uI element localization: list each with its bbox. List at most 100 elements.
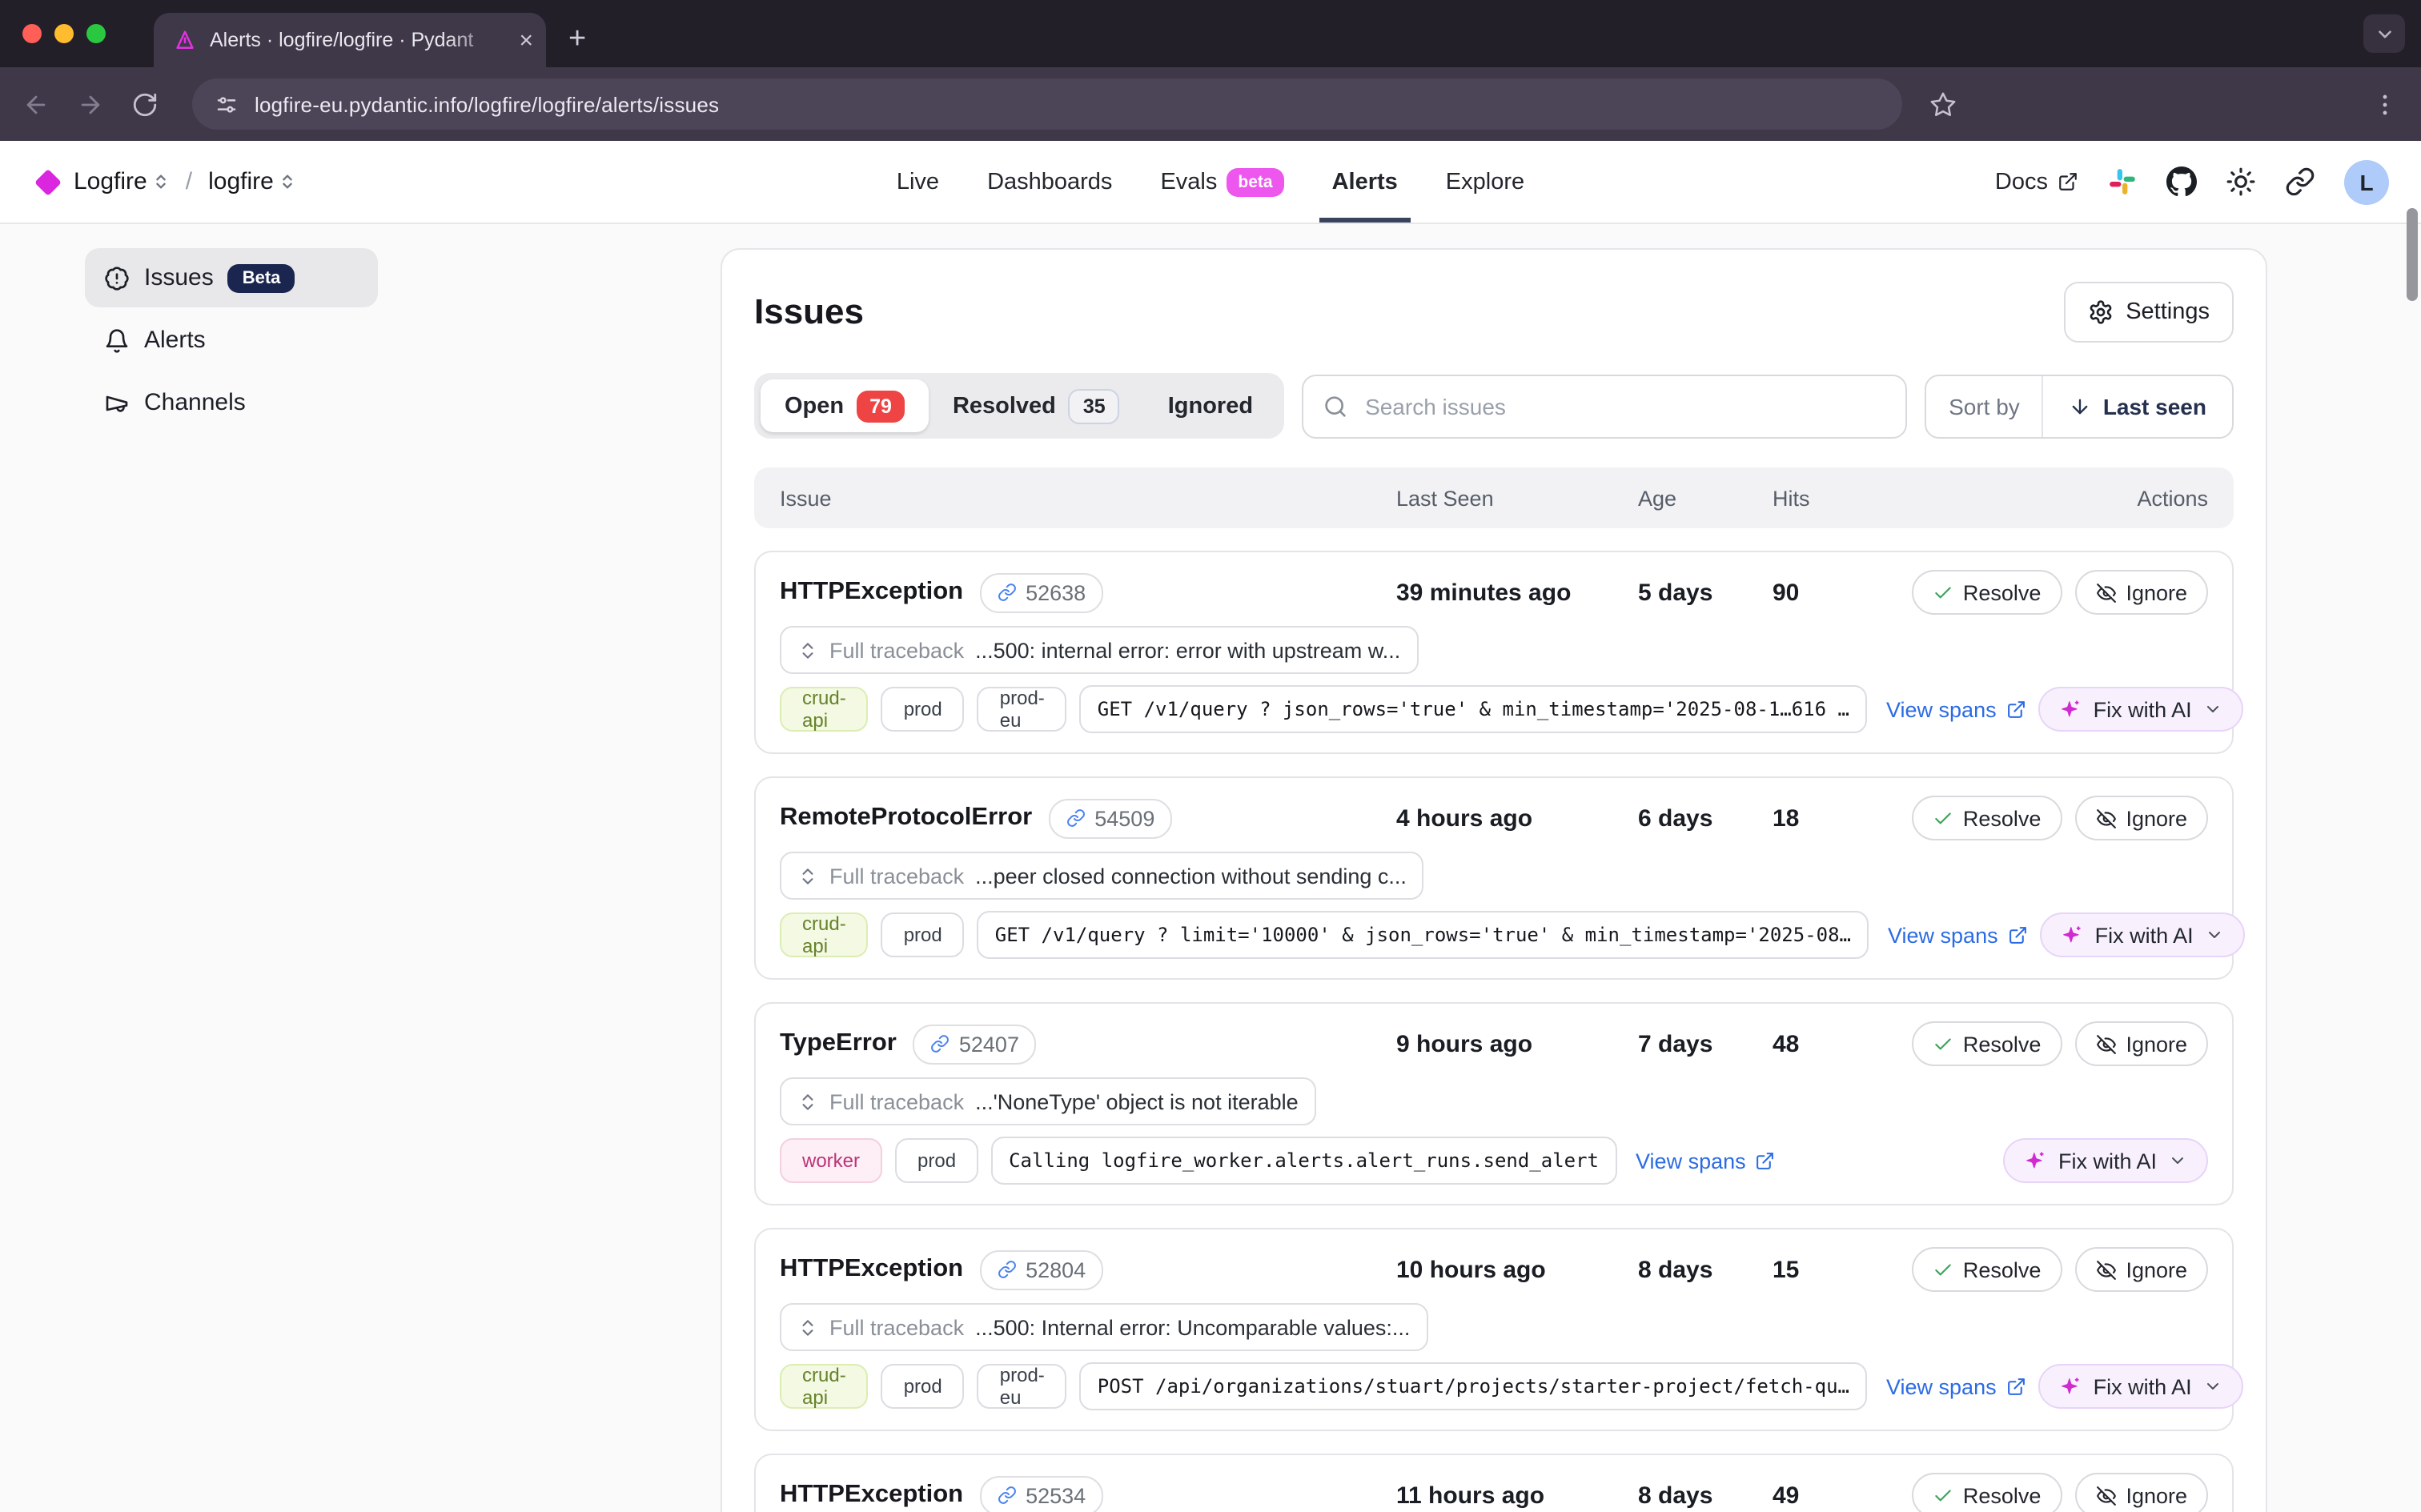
page-scrollbar[interactable] <box>2407 208 2418 301</box>
ignore-button[interactable]: Ignore <box>2074 1473 2208 1512</box>
external-link-icon <box>2006 700 2026 720</box>
tag-prod[interactable]: prod <box>895 1138 979 1183</box>
browser-toolbar: logfire-eu.pydantic.info/logfire/logfire… <box>0 67 2421 141</box>
ignore-label: Ignore <box>2126 1257 2187 1281</box>
tab-open[interactable]: Open 79 <box>761 379 929 432</box>
project-selector[interactable]: logfire <box>208 168 296 195</box>
reload-icon[interactable] <box>131 90 159 118</box>
github-icon[interactable] <box>2166 166 2197 197</box>
sort-control[interactable]: Sort by Last seen <box>1925 374 2234 438</box>
traceback-expander[interactable]: Full traceback ...'NoneType' object is n… <box>780 1077 1316 1125</box>
resolve-button[interactable]: Resolve <box>1911 796 2062 840</box>
docs-link[interactable]: Docs <box>1995 169 2078 195</box>
view-spans-link[interactable]: View spans <box>1888 923 2028 947</box>
browser-menu-icon[interactable] <box>2371 90 2399 118</box>
eye-off-icon <box>2095 1259 2116 1280</box>
traceback-text: ...500: internal error: error with upstr… <box>975 638 1401 662</box>
sidebar-item-channels[interactable]: Channels <box>85 373 378 432</box>
check-icon <box>1933 582 1953 603</box>
tab-close-icon[interactable]: × <box>519 26 533 54</box>
chevron-down-icon <box>2203 1377 2222 1396</box>
issue-code-snippet[interactable]: GET /v1/query ? limit='10000' & json_row… <box>977 911 1869 959</box>
issue-code-snippet[interactable]: POST /api/organizations/stuart/projects/… <box>1079 1362 1867 1410</box>
settings-button[interactable]: Settings <box>2063 282 2234 343</box>
theme-sun-icon[interactable] <box>2226 166 2256 197</box>
search-input[interactable] <box>1362 391 1887 420</box>
view-spans-link[interactable]: View spans <box>1886 1374 2026 1398</box>
issue-id-link[interactable]: 52407 <box>912 1024 1037 1064</box>
tag-worker[interactable]: worker <box>780 1138 883 1183</box>
issue-code-snippet[interactable]: Calling logfire_worker.alerts.alert_runs… <box>991 1137 1617 1185</box>
view-spans-label: View spans <box>1888 923 1998 947</box>
ignore-button[interactable]: Ignore <box>2074 570 2208 615</box>
issue-age: 7 days <box>1638 1030 1713 1057</box>
resolve-button[interactable]: Resolve <box>1911 1473 2062 1512</box>
close-window-button[interactable] <box>22 24 42 43</box>
fix-with-ai-button[interactable]: Fix with AI <box>2040 912 2245 957</box>
chevrons-up-down-icon <box>797 865 818 886</box>
tag-prod[interactable]: prod <box>881 912 965 957</box>
nav-item-dashboards[interactable]: Dashboards <box>987 141 1112 223</box>
tab-search-button[interactable] <box>2363 14 2405 53</box>
issue-id-link[interactable]: 54509 <box>1048 798 1173 838</box>
user-avatar[interactable]: L <box>2344 159 2389 204</box>
fix-with-ai-button[interactable]: Fix with AI <box>2038 687 2243 732</box>
traceback-text: ...'NoneType' object is not iterable <box>975 1089 1299 1113</box>
fix-with-ai-button[interactable]: Fix with AI <box>2003 1138 2208 1183</box>
tab-resolved[interactable]: Resolved 35 <box>929 379 1144 432</box>
ignore-button[interactable]: Ignore <box>2074 1021 2208 1066</box>
issue-title-group: HTTPException 52534 <box>780 1475 1396 1512</box>
issue-code-snippet[interactable]: GET /v1/query ? json_rows='true' & min_t… <box>1079 685 1867 733</box>
issue-id-link[interactable]: 52534 <box>979 1475 1104 1512</box>
zoom-window-button[interactable] <box>86 24 106 43</box>
window-controls[interactable] <box>22 24 106 43</box>
external-link-icon <box>1756 1151 1776 1171</box>
sort-value[interactable]: Last seen <box>2044 393 2232 419</box>
sidebar-item-alerts[interactable]: Alerts <box>85 311 378 370</box>
forward-icon[interactable] <box>77 90 104 118</box>
nav-item-live[interactable]: Live <box>897 141 939 223</box>
nav-item-explore[interactable]: Explore <box>1446 141 1524 223</box>
nav-item-alerts[interactable]: Alerts <box>1319 141 1411 223</box>
address-bar[interactable]: logfire-eu.pydantic.info/logfire/logfire… <box>192 78 1902 130</box>
site-settings-icon[interactable] <box>215 92 239 116</box>
issue-traceback-row: Full traceback ...peer closed connection… <box>780 852 2208 900</box>
fix-with-ai-button[interactable]: Fix with AI <box>2038 1364 2243 1409</box>
view-spans-link[interactable]: View spans <box>1886 697 2026 721</box>
search-box[interactable] <box>1301 374 1908 438</box>
traceback-text: ...peer closed connection without sendin… <box>975 864 1407 888</box>
new-tab-button[interactable]: + <box>568 22 587 56</box>
view-spans-link[interactable]: View spans <box>1636 1149 1776 1173</box>
tag-prod-eu[interactable]: prod-eu <box>977 1364 1067 1409</box>
tag-crud-api[interactable]: crud-api <box>780 1364 869 1409</box>
resolve-button[interactable]: Resolve <box>1911 1247 2062 1292</box>
back-icon[interactable] <box>22 90 50 118</box>
tag-prod[interactable]: prod <box>881 1364 965 1409</box>
nav-item-evals[interactable]: Evals beta <box>1160 141 1284 223</box>
sidebar-item-issues[interactable]: Issues Beta <box>85 248 378 307</box>
issue-id-link[interactable]: 52804 <box>979 1249 1104 1289</box>
issue-id-link[interactable]: 52638 <box>979 572 1104 612</box>
browser-tab[interactable]: Alerts · logfire/logfire · Pydant × <box>154 13 546 67</box>
resolve-button[interactable]: Resolve <box>1911 1021 2062 1066</box>
traceback-expander[interactable]: Full traceback ...500: internal error: e… <box>780 626 1419 674</box>
tag-prod[interactable]: prod <box>881 687 965 732</box>
issue-row-head: HTTPException 52638 39 minutes ago 5 days 90… <box>780 570 2208 615</box>
minimize-window-button[interactable] <box>54 24 74 43</box>
link-icon <box>1066 808 1085 828</box>
bookmark-star-icon[interactable] <box>1929 90 1957 118</box>
fix-with-ai-label: Fix with AI <box>2093 1374 2192 1398</box>
ignore-button[interactable]: Ignore <box>2074 796 2208 840</box>
sparkles-icon <box>2025 1149 2047 1172</box>
org-selector[interactable]: Logfire <box>74 168 170 195</box>
traceback-expander[interactable]: Full traceback ...peer closed connection… <box>780 852 1424 900</box>
share-link-icon[interactable] <box>2285 166 2315 197</box>
tag-crud-api[interactable]: crud-api <box>780 687 869 732</box>
slack-icon[interactable] <box>2107 166 2138 197</box>
ignore-button[interactable]: Ignore <box>2074 1247 2208 1292</box>
resolve-button[interactable]: Resolve <box>1911 570 2062 615</box>
tab-ignored[interactable]: Ignored <box>1144 379 1277 432</box>
tag-crud-api[interactable]: crud-api <box>780 912 869 957</box>
tag-prod-eu[interactable]: prod-eu <box>977 687 1067 732</box>
traceback-expander[interactable]: Full traceback ...500: Internal error: U… <box>780 1303 1428 1351</box>
